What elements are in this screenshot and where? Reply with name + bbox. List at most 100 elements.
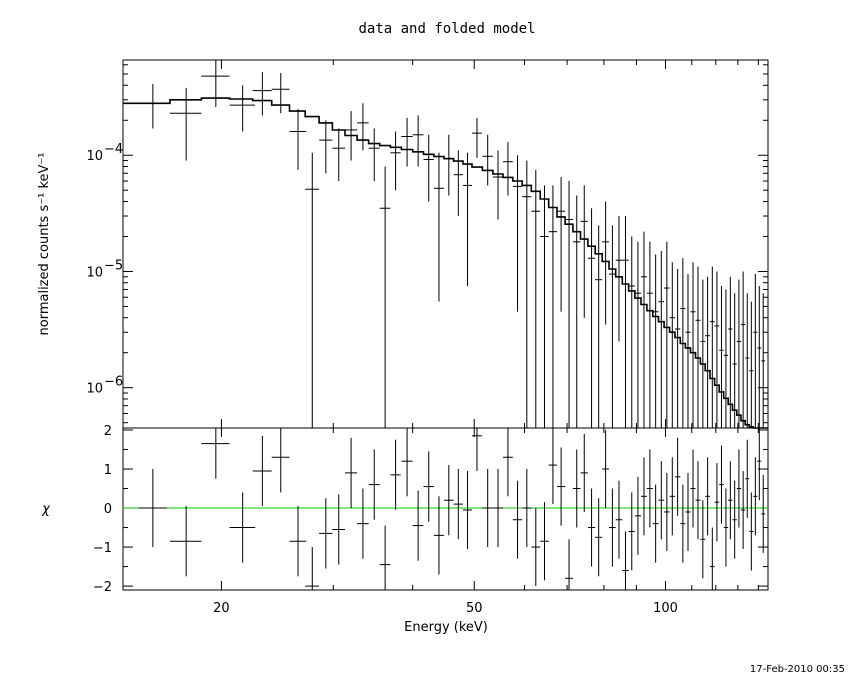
data-point (390, 131, 401, 191)
data-point (170, 87, 202, 161)
data-point (503, 142, 513, 196)
data-point (709, 266, 715, 428)
x-tick-label: 100 (653, 601, 678, 616)
data-point (757, 285, 762, 428)
bottom-panel-frame (122, 427, 769, 591)
chart-title: data and folded model (358, 21, 535, 37)
data-point (736, 279, 742, 428)
data-point (609, 225, 616, 428)
data-point (595, 225, 603, 428)
residual-point (757, 428, 762, 501)
residual-point (753, 457, 758, 536)
top-panel-frame (122, 59, 769, 429)
x-tick-label: 20 (213, 601, 230, 616)
y-tick-label: −1 (93, 541, 112, 556)
residual-point (609, 488, 616, 567)
residual-point (664, 472, 670, 551)
residual-point (705, 457, 710, 536)
residual-point (580, 433, 588, 512)
top-panel: 10−410−510−6 normalized counts s⁻¹ keV⁻¹ (37, 59, 769, 429)
residual-point (319, 498, 333, 569)
residual-point (658, 461, 665, 540)
residual-point (714, 463, 720, 542)
data-series (138, 60, 766, 428)
data-point (615, 216, 623, 342)
data-point (749, 301, 754, 428)
residual-point (379, 525, 391, 590)
data-point (379, 166, 391, 428)
data-point (705, 276, 710, 428)
residual-point (741, 470, 746, 550)
residual-point (472, 428, 482, 471)
data-point (252, 72, 272, 116)
residual-point (289, 506, 307, 577)
timestamp: 17-Feb-2010 00:35 (750, 664, 845, 675)
data-point (646, 241, 653, 428)
residual-point (749, 492, 754, 571)
residual-point (669, 457, 675, 536)
residual-point (587, 488, 596, 567)
residual-point (462, 470, 473, 550)
data-point (695, 266, 701, 428)
residual-point (719, 445, 724, 524)
data-point (572, 195, 581, 428)
residual-point (674, 437, 681, 516)
data-point (580, 185, 588, 318)
residual-point (522, 468, 532, 548)
data-point (628, 236, 635, 428)
residual-point (201, 428, 230, 479)
residual-point (634, 476, 641, 555)
data-point (674, 269, 681, 428)
data-point (423, 134, 434, 202)
data-point (761, 293, 766, 428)
folded-model-series (123, 97, 768, 429)
data-point (401, 117, 413, 167)
residual-point (305, 547, 320, 590)
data-point (700, 279, 706, 428)
data-point (652, 254, 659, 428)
residual-point (412, 490, 424, 561)
data-point (685, 274, 691, 428)
folded-model-line (123, 97, 768, 429)
data-point (540, 185, 549, 428)
data-point (305, 152, 320, 428)
data-point (719, 285, 724, 428)
data-point (565, 181, 573, 428)
data-point (728, 276, 733, 428)
y-tick-label: 10 (86, 382, 103, 397)
bottom-axis-ticks (123, 428, 768, 590)
residual-point (357, 488, 369, 559)
residual-point (229, 492, 256, 563)
data-point (669, 262, 675, 428)
residual-point (700, 500, 706, 579)
residual-point (565, 539, 573, 590)
data-point (690, 262, 696, 428)
data-point (472, 117, 482, 158)
residual-point (680, 484, 686, 563)
y-tick-label-exponent: −6 (104, 375, 123, 390)
data-point (531, 169, 541, 428)
y-tick-label: 10 (86, 149, 103, 164)
data-point (289, 109, 307, 170)
data-point (522, 160, 532, 428)
residual-point (540, 502, 549, 581)
data-point (357, 103, 369, 151)
y-tick-label: 10 (86, 265, 103, 280)
residual-point (685, 472, 691, 551)
y-tick-label-exponent: −4 (104, 142, 123, 157)
residual-point (482, 468, 493, 548)
data-point (587, 208, 596, 428)
bottom-y-axis-label: χ (41, 502, 51, 517)
data-point (368, 128, 380, 182)
data-point (229, 85, 256, 132)
y-tick-label: 0 (104, 502, 112, 517)
residual-point (695, 461, 701, 540)
residual-point (615, 480, 623, 559)
residual-point (401, 428, 413, 497)
residual-point (271, 428, 290, 493)
residual-point (252, 435, 272, 507)
residual-point (433, 496, 444, 575)
residual-point (761, 474, 766, 553)
data-point (640, 231, 647, 428)
